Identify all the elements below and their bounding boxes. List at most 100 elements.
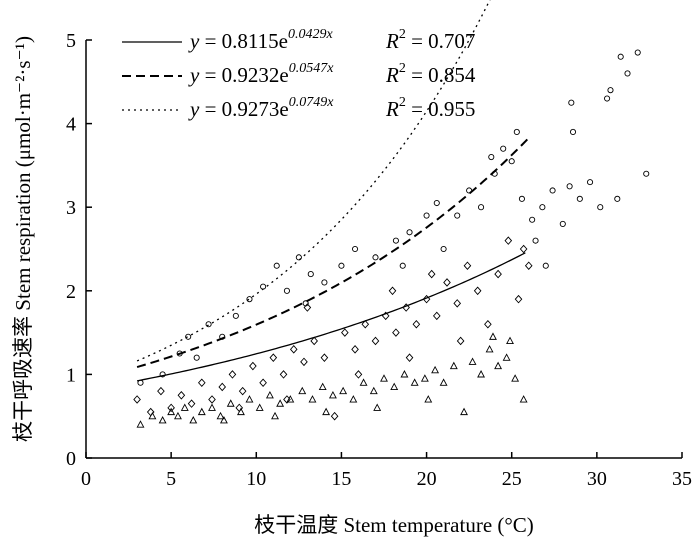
data-point-triangle (489, 332, 497, 340)
y-tick-label: 4 (66, 114, 76, 136)
data-point-diamond (361, 319, 370, 329)
x-tick-label: 10 (246, 468, 266, 490)
data-point-circle (513, 128, 520, 136)
data-point-circle (597, 204, 604, 211)
data-point-circle (392, 237, 399, 244)
data-point-circle (614, 195, 621, 202)
legend-r-squared: R2 = 0.707 (385, 27, 475, 53)
data-point-triangle (216, 411, 225, 420)
data-point-triangle (506, 336, 514, 345)
data-point-circle (604, 95, 611, 102)
data-point-triangle (286, 395, 295, 403)
data-point-diamond (412, 319, 421, 329)
data-point-circle (542, 262, 549, 269)
data-point-triangle (485, 344, 494, 353)
data-point-diamond (177, 391, 186, 400)
data-point-circle (246, 296, 253, 303)
data-point-triangle (477, 370, 486, 378)
data-point-circle (624, 70, 631, 77)
data-point-diamond (330, 411, 339, 421)
data-point-triangle (136, 420, 145, 428)
data-point-diamond (279, 370, 288, 379)
data-point-triangle (369, 386, 378, 395)
fit-curve-solid (136, 252, 526, 382)
data-point-diamond (504, 236, 513, 245)
axes: 0 5 10 15 20 25 30 35 0 1 2 3 4 5 (66, 30, 692, 490)
data-point-circle (372, 254, 379, 261)
data-points (133, 49, 650, 428)
data-point-diamond (300, 357, 308, 367)
data-point-circle (634, 49, 641, 56)
data-point-circle (185, 333, 192, 340)
data-point-diamond (473, 286, 482, 296)
legend-equation: y = 0.9232e0.0547x (188, 61, 334, 87)
data-point-circle (232, 312, 239, 319)
data-point-triangle (322, 407, 331, 416)
data-point-circle (307, 271, 314, 278)
data-point-circle (566, 183, 573, 190)
legend-equation: y = 0.8115e0.0429x (188, 27, 333, 53)
data-point-circle (352, 245, 359, 253)
data-point-circle (576, 195, 583, 202)
data-point-circle (423, 212, 430, 219)
data-point-diamond (310, 336, 318, 346)
y-tick-label: 5 (66, 30, 76, 52)
data-point-diamond (381, 311, 390, 321)
y-tick-label: 3 (66, 197, 76, 219)
data-point-diamond (453, 299, 462, 308)
data-point-circle (273, 262, 280, 269)
data-point-diamond (157, 386, 165, 396)
data-point-diamond (228, 370, 237, 379)
x-tick-label: 20 (417, 468, 437, 490)
data-point-diamond (402, 303, 410, 312)
data-point-circle (406, 229, 413, 236)
data-point-triangle (400, 370, 409, 378)
data-point-triangle (449, 361, 458, 370)
data-point-circle (137, 379, 144, 386)
data-point-circle (466, 187, 473, 194)
data-point-circle (440, 245, 447, 253)
data-point-circle (586, 179, 594, 186)
data-point-circle (321, 279, 328, 286)
data-point-circle (399, 262, 406, 269)
data-point-triangle (180, 403, 189, 411)
data-point-circle (295, 254, 302, 261)
data-point-diamond (133, 395, 141, 404)
data-point-triangle (494, 361, 503, 370)
data-point-circle (219, 333, 226, 340)
data-point-diamond (235, 403, 244, 413)
data-point-diamond (422, 294, 431, 304)
data-point-triangle (255, 403, 264, 411)
legend: y = 0.8115e0.0429x R2 = 0.707 y = 0.9232e0… (122, 27, 476, 121)
data-point-circle (159, 371, 166, 378)
data-point-diamond (283, 395, 291, 404)
data-point-diamond (249, 361, 257, 371)
data-point-circle (283, 287, 290, 294)
data-point-circle (205, 321, 212, 328)
y-tick-label: 2 (66, 281, 76, 303)
data-point-triangle (390, 382, 399, 390)
data-point-triangle (208, 403, 216, 411)
data-point-triangle (339, 386, 348, 395)
data-point-diamond (484, 319, 492, 329)
x-tick-label: 15 (331, 468, 351, 490)
fit-curve-dashed (136, 137, 530, 369)
fit-curves (136, 0, 530, 382)
data-point-circle (338, 262, 345, 269)
data-point-triangle (511, 374, 520, 382)
data-point-diamond (456, 336, 465, 346)
data-point-circle (643, 170, 650, 177)
data-point-circle (260, 283, 267, 290)
data-point-diamond (218, 382, 227, 392)
data-point-triangle (226, 399, 235, 407)
data-point-circle (478, 204, 485, 211)
data-point-circle (488, 153, 495, 161)
data-point-circle (500, 145, 507, 152)
data-point-triangle (359, 378, 368, 386)
data-point-circle (433, 199, 440, 207)
data-point-circle (532, 237, 539, 244)
data-point-circle (617, 53, 624, 60)
data-point-triangle (439, 378, 448, 386)
data-point-diamond (341, 328, 349, 337)
